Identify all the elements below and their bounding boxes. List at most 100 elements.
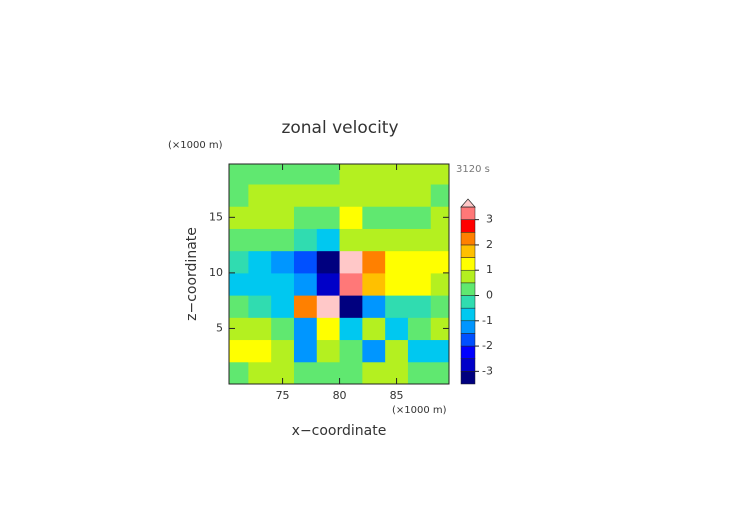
field-cell <box>271 361 295 384</box>
field-cell <box>293 184 318 207</box>
field-cell <box>229 339 249 363</box>
field-cell <box>385 272 409 296</box>
field-cell <box>362 250 386 274</box>
field-cell <box>339 339 363 363</box>
field-cell <box>248 206 272 229</box>
field-cell <box>271 164 295 185</box>
field-cell <box>316 228 341 252</box>
field-cell <box>430 339 449 363</box>
colorbar-swatch <box>460 320 476 334</box>
colorbar-tick-label: 3 <box>486 213 493 226</box>
field-cell <box>407 272 432 296</box>
field-cell <box>430 361 449 384</box>
field-cell <box>229 164 249 185</box>
colorbar-tick-label: -2 <box>482 339 493 352</box>
field-cell <box>248 272 272 296</box>
field-cell <box>362 164 386 185</box>
field-cell <box>271 317 295 341</box>
field-cell <box>407 184 432 207</box>
colorbar-swatch <box>460 358 476 372</box>
colorbar-swatch <box>460 295 476 309</box>
field-cell <box>293 272 318 296</box>
field-cell <box>339 272 363 296</box>
field-cell <box>271 206 295 229</box>
colorbar-tick-label: -1 <box>482 314 493 327</box>
field-cell <box>271 228 295 252</box>
field-cell <box>362 206 386 229</box>
colorbar-swatch <box>460 219 476 233</box>
field-cell <box>385 206 409 229</box>
y-tick-label: 10 <box>209 266 223 279</box>
field-cell <box>271 184 295 207</box>
field-cell <box>339 164 363 185</box>
field-cell <box>385 361 409 384</box>
field-cell <box>430 228 449 252</box>
x-tick-label: 85 <box>390 389 404 402</box>
colorbar-tick-label: 2 <box>486 238 493 251</box>
colorbar-swatch <box>460 371 476 385</box>
field-cell <box>362 361 386 384</box>
chart-title: zonal velocity <box>281 118 398 138</box>
field-cell <box>229 272 249 296</box>
field-cell <box>316 250 341 274</box>
colorbar-swatch <box>460 257 476 271</box>
y-unit: (×1000 m) <box>168 140 223 151</box>
field-cell <box>248 250 272 274</box>
field-cell <box>229 361 249 384</box>
colorbar-tick-label: 0 <box>486 289 493 302</box>
field-cell <box>229 295 249 318</box>
colorbar-extend <box>460 198 476 208</box>
field-cell <box>248 339 272 363</box>
field-cell <box>293 317 318 341</box>
field-cell <box>385 164 409 185</box>
field-cell <box>248 317 272 341</box>
field-cell <box>407 250 432 274</box>
field-cell <box>339 228 363 252</box>
field-cell <box>430 272 449 296</box>
field-cell <box>316 206 341 229</box>
x-unit: (×1000 m) <box>392 405 447 416</box>
field-cell <box>293 295 318 318</box>
field-cell <box>339 317 363 341</box>
field-cell <box>339 361 363 384</box>
field-cell <box>430 295 449 318</box>
colorbar-swatch <box>460 345 476 359</box>
field-cell <box>248 184 272 207</box>
field-cell <box>248 228 272 252</box>
colorbar-swatch <box>460 282 476 296</box>
field-cell <box>362 272 386 296</box>
field-cell <box>362 228 386 252</box>
field-cell <box>385 339 409 363</box>
field-cell <box>316 361 341 384</box>
field-cell <box>385 250 409 274</box>
time-label: 3120 s <box>456 164 490 175</box>
field-cell <box>407 339 432 363</box>
overlay: 75 80 85 5 10 15 -3 -2 -1 0 1 2 3 <box>209 163 493 402</box>
field-cell <box>271 250 295 274</box>
field-cell <box>229 184 249 207</box>
field-cell <box>430 317 449 341</box>
colorbar-swatch <box>460 244 476 258</box>
field-cell <box>430 206 449 229</box>
field-cell <box>385 228 409 252</box>
field-cell <box>385 317 409 341</box>
y-tick-label: 15 <box>209 210 223 223</box>
field-cell <box>407 164 432 185</box>
field-cell <box>385 184 409 207</box>
colorbar-swatch <box>460 333 476 347</box>
field-cell <box>293 206 318 229</box>
colorbar-swatch <box>460 206 476 220</box>
field-cell <box>248 361 272 384</box>
field-cell <box>362 339 386 363</box>
x-axis-label: x−coordinate <box>292 423 387 439</box>
field-cell <box>430 250 449 274</box>
field-cell <box>407 206 432 229</box>
field-cell <box>362 184 386 207</box>
field-cell <box>293 164 318 185</box>
field-cell <box>271 339 295 363</box>
field-cell <box>229 250 249 274</box>
field-cell <box>339 250 363 274</box>
x-tick-label: 80 <box>333 389 347 402</box>
field-cell <box>316 164 341 185</box>
field-cell <box>339 184 363 207</box>
